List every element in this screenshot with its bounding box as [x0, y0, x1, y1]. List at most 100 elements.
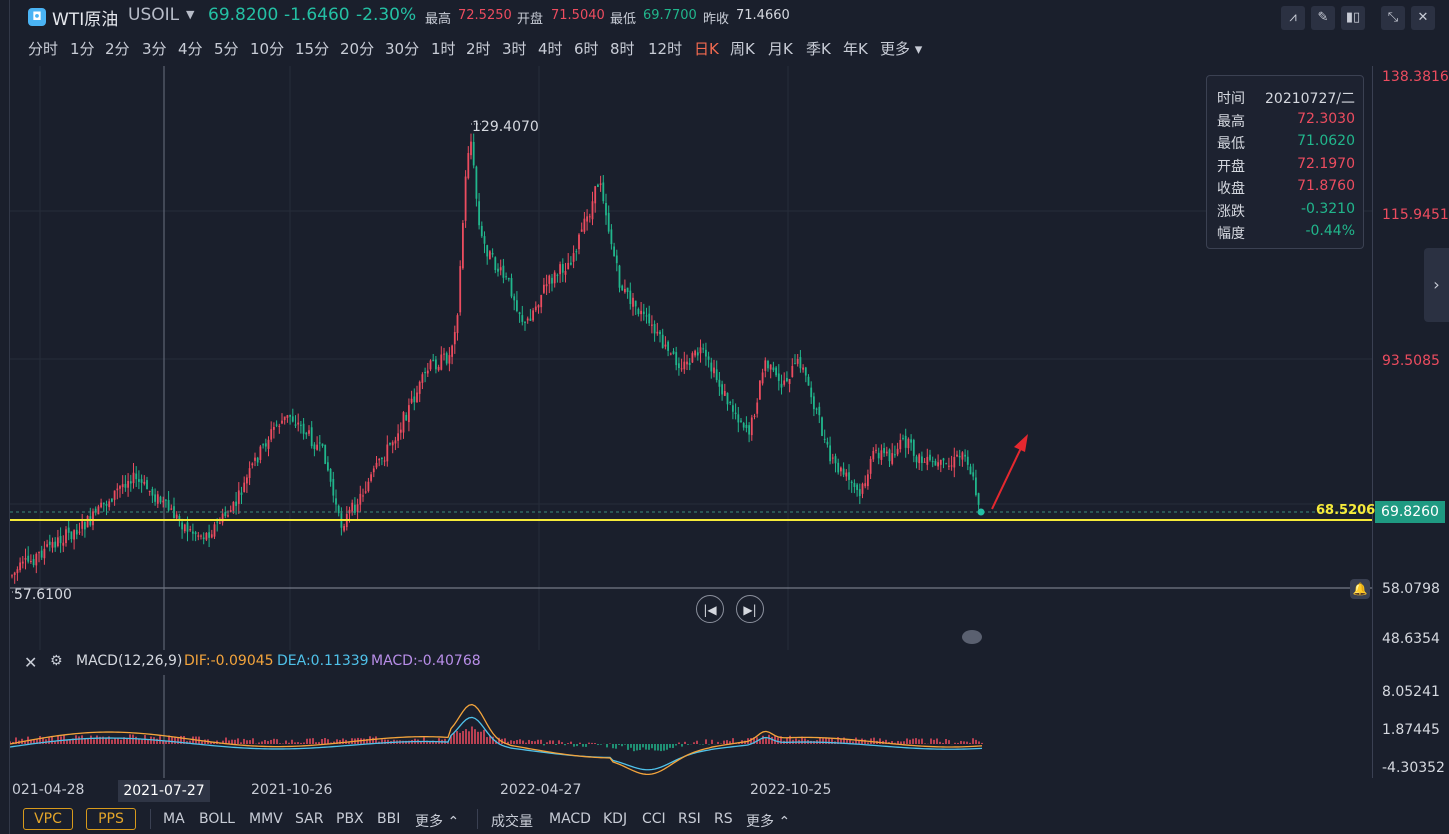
indicator-boll[interactable]: BOLL [199, 811, 235, 827]
period-15[interactable]: 8时 [610, 40, 635, 58]
candle-body [178, 516, 181, 521]
period-0[interactable]: 分时 [28, 40, 59, 58]
price-axis-label: 48.6354 [1382, 631, 1440, 647]
candle-body [356, 504, 359, 512]
candle-body [189, 529, 192, 531]
candle-body [553, 272, 556, 284]
close-icon[interactable]: ✕ [1411, 6, 1435, 30]
tooltip-row: 幅度 -0.44% [1207, 223, 1363, 245]
sub-indicator-5[interactable]: RS [714, 811, 733, 827]
candle-body [283, 416, 286, 421]
candle-body [421, 374, 424, 383]
candle-icon[interactable]: ▮▯ [1341, 6, 1365, 30]
sub-indicator-0[interactable]: 成交量 [491, 814, 533, 830]
candle-body [583, 218, 586, 232]
candlestick-chart[interactable] [10, 66, 1372, 650]
candle-body [723, 391, 726, 396]
candle-body [775, 367, 777, 376]
candle-body [516, 300, 518, 312]
period-18[interactable]: 周K [730, 40, 755, 58]
candle-body [383, 460, 386, 462]
symbol-dropdown-icon[interactable]: ▼ [186, 8, 195, 21]
period-6[interactable]: 10分 [250, 40, 285, 58]
candle-body [300, 424, 302, 426]
period-11[interactable]: 2时 [466, 40, 491, 58]
more-sub-indicators-button[interactable]: 更多 ⌃ [746, 814, 791, 830]
period-21[interactable]: 年K [843, 40, 868, 58]
period-10[interactable]: 1时 [431, 40, 456, 58]
price-change: -1.6460 [284, 5, 350, 25]
candle-body [262, 444, 264, 446]
macd-dea: DEA:0.11339 [277, 653, 369, 669]
indicator-sar[interactable]: SAR [295, 811, 324, 827]
candle-body [597, 184, 599, 187]
settings-icon[interactable]: ⚙ [50, 653, 63, 669]
candle-body [40, 550, 43, 558]
period-4[interactable]: 4分 [178, 40, 203, 58]
period-16[interactable]: 12时 [648, 40, 683, 58]
candle-body [810, 387, 813, 398]
sub-indicator-2[interactable]: KDJ [603, 811, 628, 827]
period-5[interactable]: 5分 [214, 40, 239, 58]
candle-body [491, 253, 494, 255]
indicator-mmv[interactable]: MMV [249, 811, 283, 827]
period-9[interactable]: 30分 [385, 40, 420, 58]
candle-body [243, 482, 246, 493]
scroll-start-button[interactable]: |◀ [696, 595, 724, 623]
macd-chart[interactable] [10, 675, 1372, 778]
indicator-ma[interactable]: MA [163, 811, 185, 827]
indicator-pbx[interactable]: PBX [336, 811, 364, 827]
candle-body [202, 537, 205, 539]
chart-type-icon[interactable]: ⩘ [1281, 6, 1305, 30]
more-main-indicators-button[interactable]: 更多 ⌃ [415, 814, 460, 830]
candle-body [915, 456, 918, 463]
close-indicator-icon[interactable]: ✕ [24, 653, 38, 672]
candle-body [297, 422, 300, 425]
bell-icon[interactable]: 🔔 [1350, 579, 1370, 599]
top-bar: ◘ WTI原油 USOIL ▼ 69.8200 -1.6460 -2.30% 最… [0, 0, 1449, 34]
pps-button[interactable]: PPS [86, 808, 136, 830]
candle-body [939, 459, 942, 465]
candle-body [588, 216, 591, 218]
symbol-code[interactable]: USOIL [128, 5, 180, 25]
candle-body [507, 277, 510, 280]
period-8[interactable]: 20分 [340, 40, 375, 58]
candle-body [845, 472, 848, 477]
expand-panel-button[interactable]: › [1424, 248, 1449, 322]
tooltip-key: 收盘 [1217, 181, 1245, 197]
scroll-end-button[interactable]: ▶| [736, 595, 764, 623]
period-2[interactable]: 2分 [105, 40, 130, 58]
fullscreen-icon[interactable]: ⤡ [1381, 6, 1405, 30]
candle-body [761, 372, 764, 384]
candle-body [780, 383, 783, 388]
draw-icon[interactable]: ✎ [1311, 6, 1335, 30]
candle-body [680, 368, 683, 370]
candle-body [464, 176, 467, 221]
vpc-button[interactable]: VPC [23, 808, 73, 830]
sub-indicator-4[interactable]: RSI [678, 811, 701, 827]
period-12[interactable]: 3时 [502, 40, 527, 58]
period-14[interactable]: 6时 [574, 40, 599, 58]
period-1[interactable]: 1分 [70, 40, 95, 58]
period-19[interactable]: 月K [768, 40, 793, 58]
period-22[interactable]: 更多 ▾ [880, 40, 923, 58]
period-17[interactable]: 日K [694, 40, 719, 58]
period-13[interactable]: 4时 [538, 40, 563, 58]
sub-indicator-1[interactable]: MACD [549, 811, 591, 827]
period-20[interactable]: 季K [806, 40, 831, 58]
candle-body [586, 216, 588, 222]
eye-icon[interactable] [962, 630, 982, 644]
tooltip-value: 72.1970 [1297, 155, 1355, 172]
period-7[interactable]: 15分 [295, 40, 330, 58]
candle-body [756, 402, 759, 414]
sub-indicator-3[interactable]: CCI [642, 811, 666, 827]
candle-body [672, 351, 675, 354]
candle-body [73, 530, 75, 540]
candle-body [858, 489, 861, 497]
candle-body [127, 480, 129, 488]
indicator-bbi[interactable]: BBI [377, 811, 401, 827]
candle-body [351, 502, 354, 513]
period-3[interactable]: 3分 [142, 40, 167, 58]
candle-body [97, 506, 100, 515]
candle-body [443, 353, 445, 355]
